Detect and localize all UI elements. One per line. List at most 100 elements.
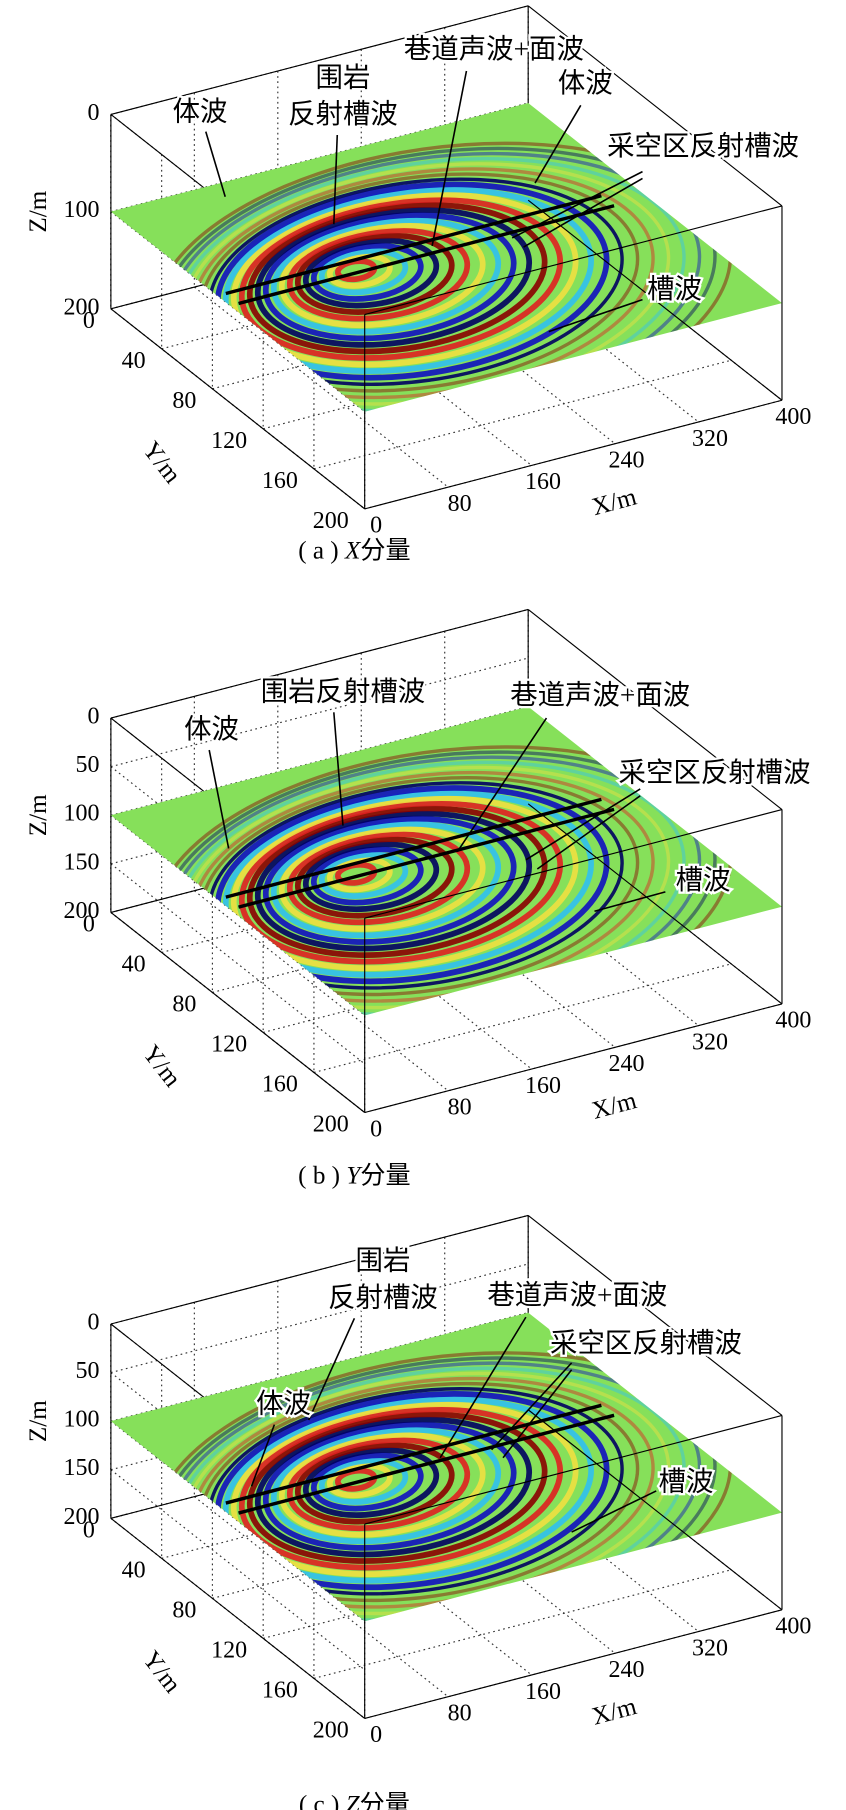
box-edge (364, 808, 783, 919)
caption: ( a ) X分量 (298, 536, 410, 564)
leader-line (333, 712, 344, 826)
roadway (238, 1413, 615, 1515)
y-tick-label: 0 (83, 1518, 95, 1544)
box-edge (110, 5, 529, 116)
y-tick-label: 160 (262, 468, 298, 494)
y-tick-label: 0 (83, 308, 95, 334)
leader-line (439, 1316, 527, 1459)
leader-line (431, 70, 468, 247)
annotation: 采空区反射槽波 (550, 1328, 742, 1358)
y-tick-label: 120 (211, 1638, 247, 1664)
box-edge (527, 5, 783, 207)
caption: ( b ) Y分量 (298, 1161, 410, 1189)
wavefront (254, 207, 533, 348)
y-tick-label: 0 (83, 912, 95, 938)
leader-line (548, 298, 643, 333)
y-axis-label: Y/m (137, 1040, 186, 1092)
x-tick-label: 320 (692, 1029, 728, 1055)
x-tick-label: 320 (692, 426, 728, 452)
caption-component: Z (346, 1791, 361, 1810)
leader-line (511, 170, 643, 239)
leader-line (534, 104, 582, 184)
wavefront (326, 253, 393, 289)
annotation: 巷道声波+面波 (487, 1280, 667, 1310)
box-edge (364, 399, 783, 510)
wavefront (310, 846, 424, 906)
leader-line (594, 891, 666, 913)
wavefront (254, 810, 533, 952)
z-tick-label: 200 (63, 898, 99, 924)
x-tick-label: 80 (448, 1095, 472, 1121)
x-tick-label: 160 (525, 1679, 561, 1705)
box-edge (364, 1609, 783, 1719)
x-tick-label: 80 (448, 1700, 472, 1726)
box-edge (527, 1214, 783, 1416)
y-tick-label: 120 (211, 1032, 247, 1058)
annotation: 围岩 (356, 1246, 411, 1276)
z-axis-label: Z/m (25, 1400, 52, 1442)
box-edge (110, 308, 366, 510)
z-axis-label: Z/m (25, 794, 52, 836)
roadway (225, 194, 602, 296)
z-tick-label: 0 (87, 100, 99, 126)
wavefront (262, 212, 517, 342)
box-edge (110, 1517, 366, 1719)
x-axis-label: X/m (589, 1087, 640, 1125)
wavefront (230, 191, 579, 368)
y-tick-label: 80 (172, 992, 196, 1018)
roadway (225, 797, 602, 899)
caption-suffix: 分量 (360, 536, 410, 564)
wavefront (310, 1452, 424, 1512)
x-tick-label: 400 (775, 1008, 811, 1034)
y-tick-label: 160 (262, 1678, 298, 1704)
x-tick-label: 320 (692, 1635, 728, 1661)
z-tick-label: 150 (63, 1455, 99, 1481)
wavefront (286, 227, 471, 322)
x-tick-label: 240 (608, 447, 644, 473)
box-edge (364, 1003, 783, 1114)
annotation: 体波 (173, 97, 228, 127)
z-tick-label: 100 (63, 801, 99, 827)
caption: ( c ) Z分量 (299, 1790, 410, 1810)
z-tick-label: 50 (75, 752, 99, 778)
leader-line (571, 1490, 657, 1533)
wavefront (254, 1416, 533, 1558)
x-tick-label: 0 (370, 1116, 382, 1142)
z-tick-label: 50 (75, 1358, 99, 1384)
leader-line (250, 1424, 276, 1487)
y-axis-label: Y/m (137, 1646, 186, 1698)
z-tick-label: 200 (63, 1504, 99, 1530)
z-tick-label: 0 (87, 1309, 99, 1335)
caption-label: ( a ) (298, 537, 345, 564)
leader-line (491, 1362, 573, 1451)
annotation: 采空区反射槽波 (607, 131, 799, 161)
wavefront (302, 841, 440, 913)
wavefront (286, 831, 471, 926)
wavefront (286, 1437, 471, 1532)
wavefront (262, 815, 517, 945)
wavefront (270, 217, 502, 335)
wavefront (262, 1421, 517, 1551)
y-tick-label: 40 (122, 1558, 146, 1584)
y-tick-label: 80 (172, 1598, 196, 1624)
y-axis-label: Y/m (137, 437, 186, 489)
x-tick-label: 0 (370, 1722, 382, 1748)
annotation: 体波 (184, 714, 239, 744)
wavefront (278, 826, 486, 932)
box-edge (110, 911, 366, 1113)
wavefront (318, 851, 409, 899)
annotation: 反射槽波 (288, 99, 398, 129)
caption-label: ( b ) (298, 1162, 346, 1189)
y-tick-label: 120 (211, 428, 247, 454)
annotation: 槽波 (647, 274, 702, 304)
annotation: 体波 (256, 1389, 311, 1419)
box-edge (527, 199, 783, 401)
x-tick-label: 400 (775, 1614, 811, 1640)
leader-line (525, 788, 641, 861)
caption-component: Y (346, 1162, 363, 1189)
annotation: 槽波 (676, 865, 731, 895)
